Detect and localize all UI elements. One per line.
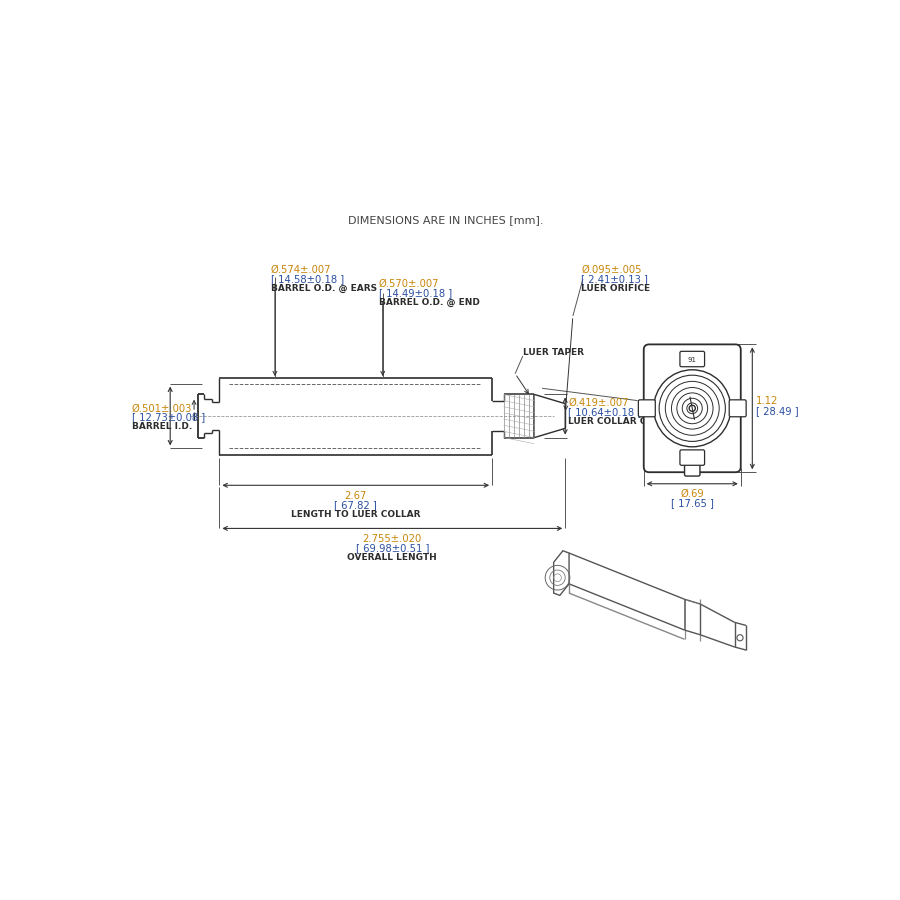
- Text: 2.755±.020: 2.755±.020: [363, 535, 422, 544]
- Text: DIMENSIONS ARE IN INCHES [mm].: DIMENSIONS ARE IN INCHES [mm].: [348, 214, 544, 225]
- Text: OVERALL LENGTH: OVERALL LENGTH: [347, 554, 437, 562]
- Text: Ø.501±.003: Ø.501±.003: [131, 403, 192, 413]
- Text: BARREL O.D. @ END: BARREL O.D. @ END: [379, 298, 480, 307]
- FancyBboxPatch shape: [680, 351, 705, 366]
- Circle shape: [689, 405, 696, 411]
- Text: Ø.095±.005: Ø.095±.005: [581, 265, 642, 274]
- FancyBboxPatch shape: [685, 464, 700, 476]
- Text: [ 12.73±0.08 ]: [ 12.73±0.08 ]: [131, 412, 205, 422]
- Text: [ 14.49±0.18 ]: [ 14.49±0.18 ]: [379, 288, 452, 298]
- Text: [ 69.98±0.51 ]: [ 69.98±0.51 ]: [356, 544, 429, 554]
- Text: 2.67: 2.67: [345, 491, 367, 501]
- FancyBboxPatch shape: [729, 400, 746, 417]
- Text: LUER ORIFICE: LUER ORIFICE: [581, 284, 651, 292]
- Text: BARREL I.D.: BARREL I.D.: [131, 422, 192, 431]
- Text: 91: 91: [688, 356, 697, 363]
- Text: 1.12: 1.12: [756, 396, 778, 406]
- Text: [ 67.82 ]: [ 67.82 ]: [335, 500, 377, 510]
- Text: Ø.570±.007: Ø.570±.007: [379, 279, 439, 289]
- Text: [ 2.41±0.13 ]: [ 2.41±0.13 ]: [581, 274, 648, 284]
- Text: Ø.574±.007: Ø.574±.007: [271, 265, 331, 274]
- FancyBboxPatch shape: [638, 400, 655, 417]
- Text: [ 17.65 ]: [ 17.65 ]: [670, 498, 714, 508]
- FancyBboxPatch shape: [644, 345, 741, 472]
- Text: LUER COLLAR O.D.: LUER COLLAR O.D.: [568, 417, 662, 426]
- Text: Ø.69: Ø.69: [680, 489, 704, 499]
- Text: [ 10.64±0.18 ]: [ 10.64±0.18 ]: [568, 407, 642, 418]
- Text: LENGTH TO LUER COLLAR: LENGTH TO LUER COLLAR: [291, 510, 420, 519]
- Text: Ø.419±.007: Ø.419±.007: [568, 398, 629, 408]
- Text: [ 28.49 ]: [ 28.49 ]: [756, 407, 799, 417]
- Text: BARREL O.D. @ EARS: BARREL O.D. @ EARS: [271, 284, 377, 292]
- FancyBboxPatch shape: [680, 450, 705, 465]
- Text: LUER TAPER: LUER TAPER: [523, 348, 584, 357]
- Text: [ 14.58±0.18 ]: [ 14.58±0.18 ]: [271, 274, 344, 284]
- Circle shape: [737, 634, 743, 641]
